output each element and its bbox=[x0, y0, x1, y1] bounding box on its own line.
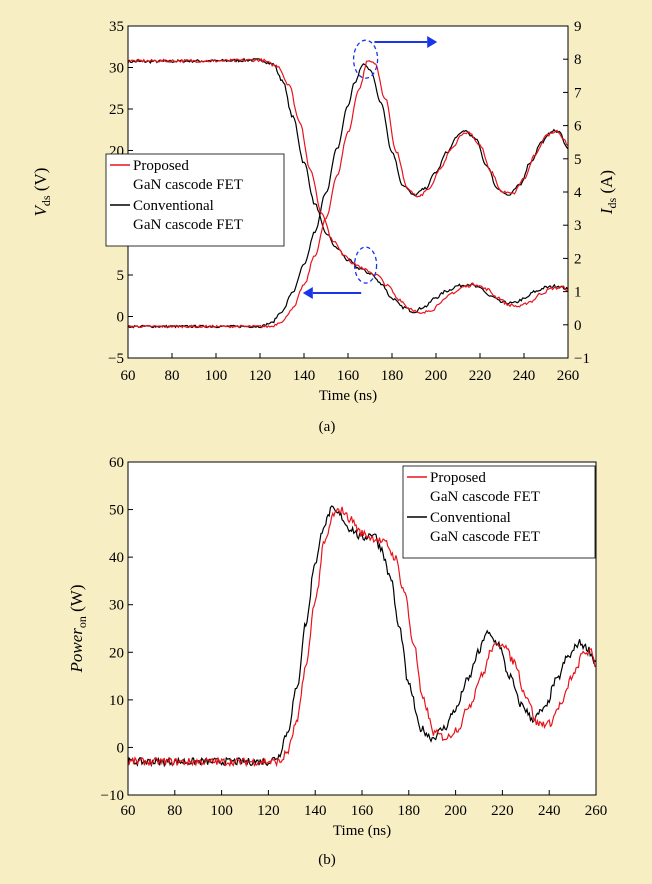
a-annotation-arrowhead-left bbox=[302, 287, 313, 299]
a-annotation-arrowhead-right bbox=[427, 36, 438, 48]
b-y-tick-label: 40 bbox=[109, 550, 124, 566]
a-series-group bbox=[127, 57, 569, 329]
a-y-axis-label-right: Ids (A) bbox=[597, 170, 619, 215]
b-series-proposed bbox=[127, 506, 597, 768]
b-x-axis-label: Time (ns) bbox=[333, 823, 391, 839]
b-series-group bbox=[127, 505, 597, 768]
b-x-tick-label: 200 bbox=[444, 803, 467, 819]
b-y-tick-label: 10 bbox=[109, 693, 124, 709]
a-x-tick-label: 260 bbox=[557, 368, 580, 384]
a-legend-label-2: Conventional bbox=[133, 198, 214, 214]
a-x-axis-label: Time (ns) bbox=[319, 388, 377, 404]
b-x-tick-label: 140 bbox=[304, 803, 327, 819]
b-x-tick-label: 220 bbox=[491, 803, 514, 819]
b-x-tick-label: 160 bbox=[351, 803, 374, 819]
b-legend-label-1: Proposed bbox=[430, 470, 486, 486]
a-yr-tick-label: −1 bbox=[574, 351, 590, 367]
b-x-tick-label: 120 bbox=[257, 803, 280, 819]
b-x-tick-label: 60 bbox=[121, 803, 136, 819]
b-legend-box bbox=[402, 465, 596, 559]
a-yl-tick-label: 30 bbox=[109, 61, 124, 77]
a-legend-label-2-line2: GaN cascode FET bbox=[133, 217, 243, 233]
b-legend-label-2-line2: GaN cascode FET bbox=[430, 529, 540, 545]
a-panel-label: (a) bbox=[319, 419, 336, 435]
a-yr-tick-label: 4 bbox=[574, 185, 582, 201]
a-yr-tick-label: 7 bbox=[574, 85, 582, 101]
a-yl-tick-label: 5 bbox=[117, 268, 125, 284]
a-x-tick-label: 200 bbox=[425, 368, 448, 384]
a-yr-tick-label: 9 bbox=[574, 19, 582, 35]
a-y-axis-label-left: Vds (V) bbox=[31, 168, 53, 217]
b-y-tick-label: 60 bbox=[109, 455, 124, 471]
a-yr-tick-label: 8 bbox=[574, 52, 582, 68]
a-yr-tick-label: 0 bbox=[574, 318, 582, 334]
a-x-tick-label: 240 bbox=[513, 368, 536, 384]
a-x-tick-label: 100 bbox=[205, 368, 228, 384]
a-yl-tick-label: 25 bbox=[109, 102, 124, 118]
a-x-tick-label: 160 bbox=[337, 368, 360, 384]
b-legend-label-2: Conventional bbox=[430, 510, 511, 526]
b-x-tick-label: 180 bbox=[398, 803, 421, 819]
a-legend-label-1: Proposed bbox=[133, 158, 189, 174]
a-yr-tick-label: 5 bbox=[574, 152, 582, 168]
b-y-tick-label: 20 bbox=[109, 645, 124, 661]
a-series-vds-conventional bbox=[127, 57, 569, 314]
a-yr-tick-label: 1 bbox=[574, 285, 582, 301]
b-x-tick-label: 80 bbox=[167, 803, 182, 819]
a-series-vds-proposed bbox=[127, 57, 569, 315]
a-yl-tick-label: 35 bbox=[109, 19, 124, 35]
b-x-tick-label: 240 bbox=[538, 803, 561, 819]
b-legend-label-1-line2: GaN cascode FET bbox=[430, 489, 540, 505]
a-annotation-ellipse-bottom bbox=[353, 246, 378, 284]
a-yr-tick-label: 2 bbox=[574, 251, 582, 267]
a-x-tick-label: 60 bbox=[121, 368, 136, 384]
a-x-tick-label: 80 bbox=[165, 368, 180, 384]
a-annotation-ellipse-top bbox=[352, 39, 379, 79]
b-x-tick-label: 260 bbox=[585, 803, 608, 819]
a-legend-box bbox=[105, 153, 285, 247]
a-x-tick-label: 140 bbox=[293, 368, 316, 384]
a-yr-tick-label: 3 bbox=[574, 218, 582, 234]
a-series-ids-proposed bbox=[127, 60, 569, 329]
a-yl-tick-label: 0 bbox=[117, 310, 125, 326]
b-y-tick-label: 0 bbox=[117, 740, 125, 756]
b-y-tick-label: 30 bbox=[109, 598, 124, 614]
a-legend-label-1-line2: GaN cascode FET bbox=[133, 177, 243, 193]
a-x-tick-label: 220 bbox=[469, 368, 492, 384]
a-yr-tick-label: 6 bbox=[574, 119, 582, 135]
b-y-tick-label: 50 bbox=[109, 503, 124, 519]
b-y-tick-label: −10 bbox=[101, 788, 124, 804]
a-x-tick-label: 180 bbox=[381, 368, 404, 384]
a-x-tick-label: 120 bbox=[249, 368, 272, 384]
b-x-tick-label: 100 bbox=[210, 803, 233, 819]
b-y-axis-label: Poweron (W) bbox=[67, 584, 89, 673]
b-panel-label: (b) bbox=[318, 852, 336, 868]
a-yl-tick-label: −5 bbox=[108, 351, 124, 367]
